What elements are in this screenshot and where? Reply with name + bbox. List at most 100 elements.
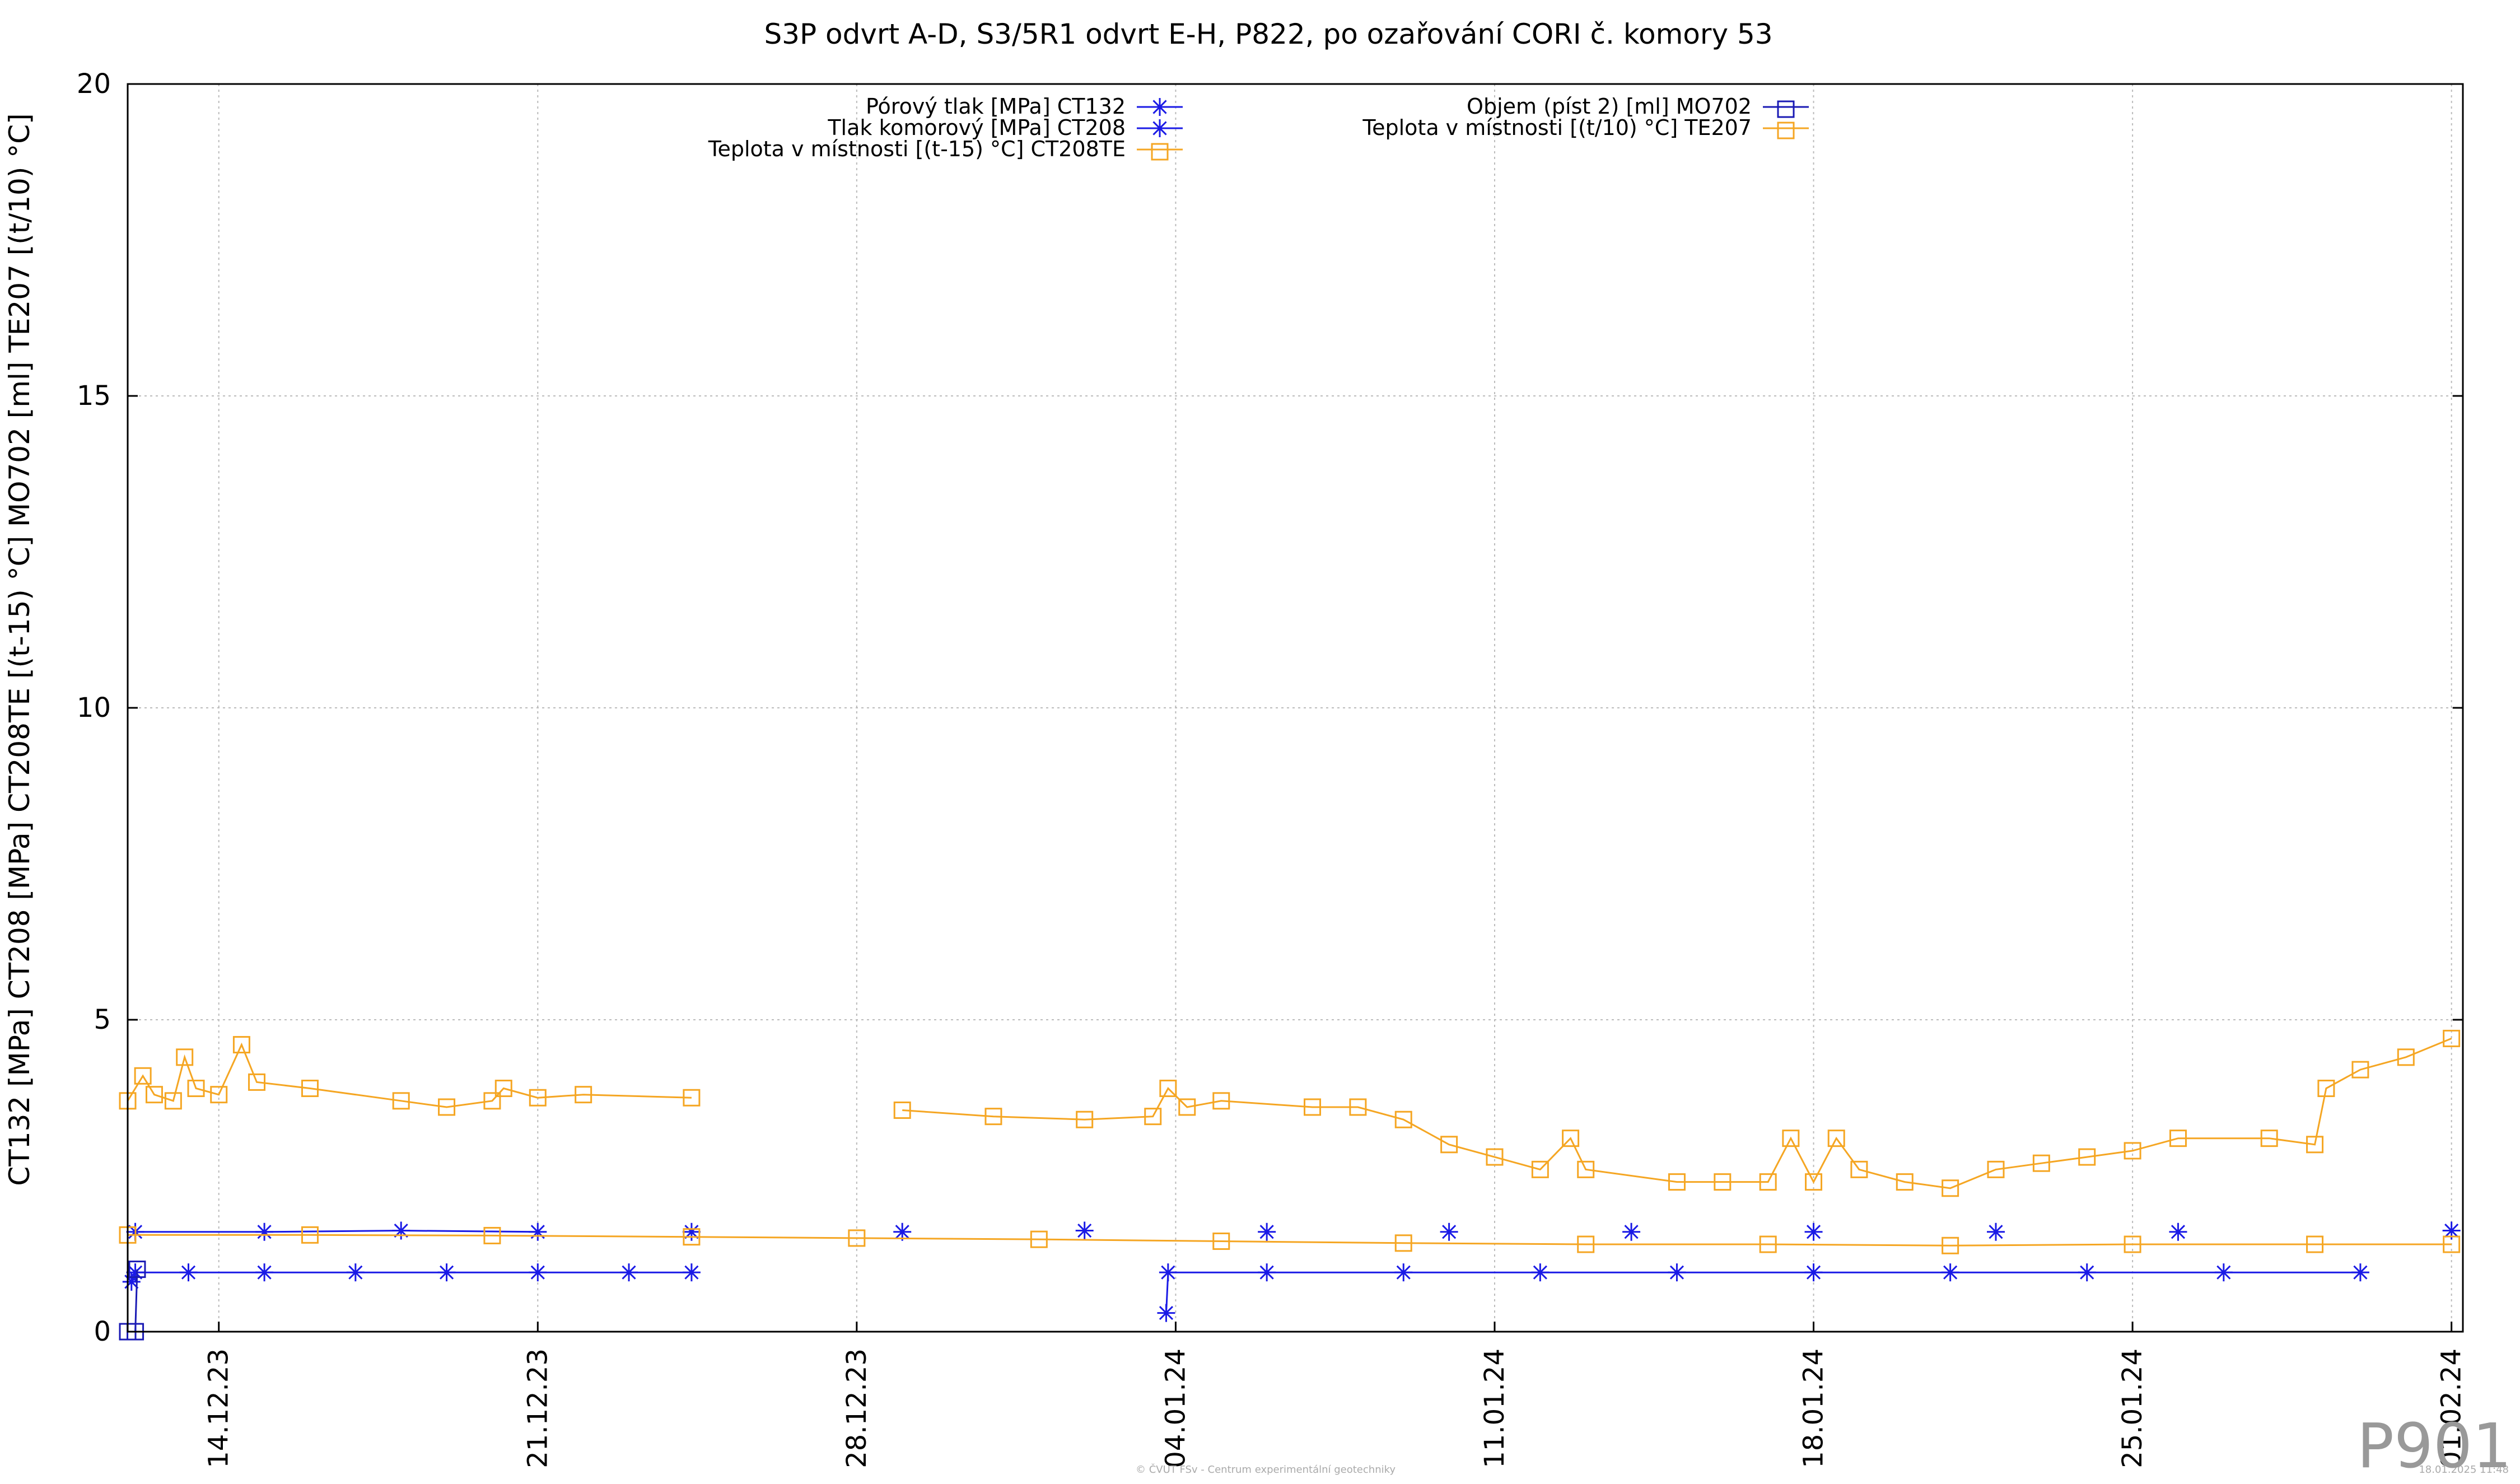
- data-point: [128, 1261, 146, 1278]
- data-point: [1577, 1235, 1595, 1253]
- data-point: [1349, 1098, 1367, 1116]
- data-point: [1850, 1160, 1868, 1178]
- x-tick-label: 25.01.24: [2117, 1348, 2148, 1468]
- data-point: [2260, 1130, 2278, 1147]
- data-point: [2078, 1148, 2096, 1166]
- data-point: [301, 1226, 319, 1244]
- data-point: [1212, 1232, 1230, 1250]
- data-point: [1304, 1098, 1322, 1116]
- data-point: [529, 1263, 547, 1282]
- data-point: [1782, 1130, 1800, 1147]
- series-layer: [119, 1029, 2461, 1341]
- data-point: [1759, 1235, 1777, 1253]
- data-point: [1668, 1173, 1686, 1191]
- x-tick-label: 01.02.24: [2436, 1348, 2467, 1468]
- data-point: [683, 1228, 701, 1246]
- y-tick-label: 10: [77, 692, 111, 724]
- data-point: [529, 1089, 547, 1107]
- data-point: [2306, 1136, 2324, 1154]
- data-point: [1896, 1173, 1914, 1191]
- x-tick-label: 28.12.23: [841, 1348, 872, 1468]
- series-line: [1165, 1271, 2360, 1313]
- data-point: [1258, 1263, 1276, 1282]
- data-point: [255, 1263, 274, 1282]
- legend-label: Tlak komorový [MPa] CT208: [827, 115, 1126, 140]
- data-point: [248, 1073, 266, 1091]
- x-tick-label: 14.12.23: [203, 1348, 235, 1468]
- data-point: [179, 1263, 198, 1282]
- y-tick-label: 0: [94, 1316, 111, 1347]
- data-point: [984, 1108, 1002, 1126]
- series-0: [122, 1263, 2369, 1322]
- data-point: [575, 1086, 592, 1104]
- data-point: [1440, 1222, 1458, 1241]
- data-point: [437, 1263, 456, 1282]
- x-tick-label: 21.12.23: [522, 1348, 553, 1468]
- series-line: [130, 1271, 692, 1282]
- data-point: [1157, 1304, 1175, 1322]
- data-point: [893, 1222, 912, 1241]
- data-point: [620, 1263, 638, 1282]
- series-line: [127, 1042, 692, 1108]
- data-point: [438, 1098, 456, 1116]
- data-point: [2351, 1061, 2369, 1079]
- data-point: [483, 1092, 501, 1110]
- footer-credit: © ČVUT FSv - Centrum experimentální geot…: [1136, 1463, 1396, 1476]
- axis-ticks: 0 5 10 15 20 14.12.23 21.12.23 28.12.23 04.01.24…: [77, 68, 2467, 1468]
- data-point: [1804, 1222, 1823, 1241]
- data-point: [848, 1229, 866, 1247]
- data-point: [1804, 1263, 1823, 1282]
- data-point: [301, 1080, 319, 1098]
- legend-label: Teplota v místnosti [(t-15) °C] CT208TE: [708, 137, 1126, 161]
- data-point: [2351, 1263, 2369, 1282]
- data-point: [1759, 1173, 1777, 1191]
- series-line: [902, 1038, 2452, 1189]
- data-point: [1440, 1136, 1458, 1154]
- data-point: [682, 1222, 701, 1241]
- y-tick-label: 20: [77, 68, 111, 100]
- gridlines: [128, 84, 2463, 1332]
- data-point: [1577, 1160, 1595, 1178]
- data-point: [683, 1089, 701, 1107]
- data-point: [392, 1221, 410, 1240]
- legend-swatch-marker: [1151, 119, 1169, 137]
- data-point: [1076, 1110, 1094, 1128]
- legend-label: Objem (píst 2) [ml] MO702: [1467, 94, 1752, 119]
- data-point: [1394, 1234, 1412, 1252]
- data-point: [1159, 1080, 1177, 1098]
- data-point: [1668, 1263, 1686, 1282]
- data-point: [1075, 1221, 1094, 1240]
- data-point: [255, 1222, 274, 1241]
- legend-swatch-marker: [1777, 100, 1795, 118]
- data-point: [1942, 1236, 1959, 1254]
- data-point: [1714, 1173, 1732, 1191]
- data-point: [2443, 1029, 2461, 1047]
- data-point: [1144, 1108, 1162, 1126]
- data-point: [1178, 1098, 1196, 1116]
- data-point: [682, 1263, 701, 1282]
- y-axis-label: CT132 [MPa] CT208 [MPa] CT208TE [(t-15) …: [3, 113, 36, 1186]
- data-point: [1212, 1092, 1230, 1110]
- data-point: [529, 1222, 547, 1241]
- data-point: [176, 1048, 194, 1066]
- data-point: [134, 1067, 152, 1085]
- stamp-label: P901: [2357, 1410, 2512, 1482]
- data-point: [1942, 1179, 1959, 1197]
- chart-title: S3P odvrt A-D, S3/5R1 odvrt E-H, P822, p…: [764, 18, 1772, 50]
- data-point: [1805, 1173, 1823, 1191]
- series-1: [126, 1221, 2461, 1241]
- data-point: [2169, 1130, 2187, 1147]
- data-point: [392, 1092, 410, 1110]
- data-point: [145, 1086, 163, 1104]
- legend-swatch-marker: [1151, 143, 1169, 161]
- data-point: [2169, 1222, 2187, 1241]
- data-point: [210, 1086, 228, 1104]
- data-point: [232, 1036, 250, 1054]
- legend-label: Pórový tlak [MPa] CT132: [866, 94, 1126, 119]
- data-point: [1486, 1148, 1504, 1166]
- data-point: [1941, 1263, 1959, 1282]
- data-point: [2032, 1154, 2050, 1172]
- data-point: [2317, 1080, 2335, 1098]
